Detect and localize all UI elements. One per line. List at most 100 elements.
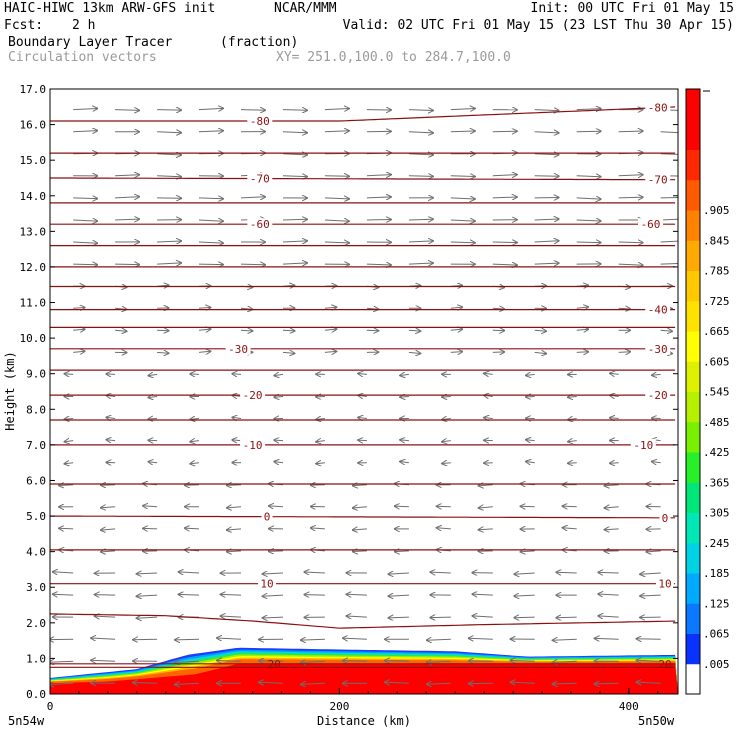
wind-vector-177 bbox=[526, 440, 535, 441]
colorbar-frame bbox=[685, 88, 701, 695]
wind-vector-55 bbox=[430, 617, 451, 618]
wind-vector-397 bbox=[324, 109, 349, 110]
contour-line-low bbox=[50, 613, 676, 629]
wind-vector-400 bbox=[450, 109, 475, 110]
wind-vector-85 bbox=[430, 572, 451, 573]
y-tick-label: 5.0 bbox=[26, 510, 46, 523]
wind-vector-255 bbox=[660, 330, 672, 331]
wind-vector-379 bbox=[198, 131, 223, 132]
y-tick-label: 8.0 bbox=[26, 403, 46, 416]
wind-vector-212 bbox=[106, 374, 116, 375]
wind-vector-58 bbox=[556, 617, 577, 618]
wind-vector-19 bbox=[175, 661, 200, 662]
isotherm-label-bg bbox=[261, 510, 273, 523]
wind-vector-322 bbox=[324, 220, 349, 221]
wind-vector-131 bbox=[479, 507, 493, 508]
y-tick-label: 14.0 bbox=[20, 190, 47, 203]
wind-vector-388 bbox=[576, 131, 601, 132]
y-tick-label: 13.0 bbox=[20, 225, 47, 238]
wind-vector-87 bbox=[514, 573, 535, 574]
isotherm-label: -10 bbox=[243, 439, 263, 452]
isotherm-label-bg bbox=[645, 101, 671, 114]
wind-vector-205 bbox=[442, 397, 451, 398]
wind-vector-76 bbox=[53, 572, 74, 573]
isotherm-label: 20 bbox=[268, 658, 281, 671]
wind-vector-63 bbox=[137, 595, 158, 596]
wind-vector-375 bbox=[660, 153, 678, 155]
wind-vector-229 bbox=[198, 351, 210, 352]
wind-vector-51 bbox=[263, 617, 284, 618]
wind-vector-188 bbox=[358, 418, 367, 419]
wind-vector-394 bbox=[198, 108, 223, 109]
wind-vector-390 bbox=[660, 131, 678, 134]
wind-vector-218 bbox=[358, 374, 367, 375]
wind-vector-216 bbox=[274, 374, 284, 375]
wind-vector-378 bbox=[157, 132, 181, 133]
y-axis-label: Height (km) bbox=[3, 351, 17, 430]
wind-vector-81 bbox=[263, 573, 284, 574]
wind-vector-126 bbox=[269, 506, 284, 507]
wind-vector-211 bbox=[65, 374, 74, 375]
colorbar-swatch-17 bbox=[686, 179, 700, 211]
wind-vector-268 bbox=[576, 307, 588, 308]
wind-vector-286 bbox=[73, 264, 97, 265]
wind-vector-303 bbox=[157, 241, 181, 242]
wind-vector-20 bbox=[217, 661, 242, 662]
wind-vector-235 bbox=[450, 352, 462, 353]
wind-vector-74 bbox=[598, 594, 619, 595]
isotherm-0 bbox=[50, 515, 676, 519]
wind-vector-345 bbox=[660, 196, 678, 199]
wind-vector-132 bbox=[521, 506, 535, 507]
wind-vector-163 bbox=[568, 463, 577, 464]
wind-vector-22 bbox=[301, 661, 325, 662]
wind-vector-323 bbox=[366, 220, 391, 221]
colorbar: .005 .065 .125 .185 .245 .305 .365 .425 .485 .545… bbox=[685, 88, 730, 695]
wind-vector-316 bbox=[73, 220, 97, 221]
colorbar-label: .065 bbox=[703, 628, 730, 641]
wind-vector-307 bbox=[324, 242, 349, 243]
wind-vector-341 bbox=[492, 197, 517, 198]
isotherm-label-bg bbox=[247, 172, 273, 185]
wind-vector-41 bbox=[469, 638, 493, 639]
wind-vector-287 bbox=[115, 264, 139, 265]
wind-vector-387 bbox=[534, 132, 559, 133]
y-tick-label: 3.0 bbox=[26, 581, 46, 594]
wind-vector-352 bbox=[324, 176, 349, 177]
wind-vector-95 bbox=[227, 551, 242, 552]
wind-vector-241 bbox=[73, 329, 84, 330]
colorbar-label: .845 bbox=[703, 234, 730, 247]
wind-vector-194 bbox=[610, 418, 619, 419]
isotherm-label-bg bbox=[659, 511, 671, 524]
wind-vector-294 bbox=[408, 263, 433, 264]
wind-vector-78 bbox=[137, 573, 158, 574]
colorbar-swatch-6 bbox=[686, 512, 700, 544]
wind-vector-395 bbox=[240, 110, 265, 111]
wind-vector-327 bbox=[534, 219, 559, 220]
wind-vector-363 bbox=[157, 154, 181, 155]
wind-vector-115 bbox=[437, 528, 451, 529]
x-tick-label: 0 bbox=[47, 700, 54, 713]
field-name: Boundary Layer Tracer bbox=[8, 35, 173, 50]
wind-vector-290 bbox=[240, 264, 265, 265]
isotherm-label-bg bbox=[225, 342, 251, 355]
wind-vector-393 bbox=[157, 110, 181, 111]
wind-vector-337 bbox=[324, 198, 349, 199]
wind-vector-182 bbox=[106, 417, 116, 418]
wind-vector-359 bbox=[618, 175, 643, 176]
isotherm-label-bg bbox=[645, 303, 671, 316]
center-label: NCAR/MMM bbox=[274, 1, 337, 16]
wind-vector-221 bbox=[484, 373, 493, 374]
isotherm-label-bg bbox=[655, 577, 674, 590]
wind-vector-118 bbox=[563, 528, 577, 529]
colorbar-swatch-3 bbox=[686, 603, 700, 634]
isotherm--80 bbox=[50, 106, 676, 122]
wind-vector-183 bbox=[148, 419, 158, 420]
isotherm-label: -80 bbox=[250, 115, 270, 128]
y-tick-label: 10.0 bbox=[20, 332, 47, 345]
wind-vector-174 bbox=[400, 440, 409, 441]
wind-vector-252 bbox=[534, 330, 546, 331]
wind-vector-130 bbox=[437, 506, 451, 507]
isotherm-label-bg bbox=[645, 389, 671, 402]
wind-vector-201 bbox=[274, 397, 284, 398]
